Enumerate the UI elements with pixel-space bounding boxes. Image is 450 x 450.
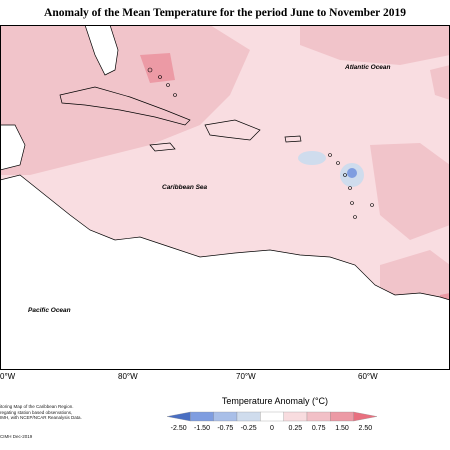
legend-swatch [260,411,284,422]
legend-swatch [353,411,378,422]
cool-core-2 [347,168,357,178]
warm-patch-bahamas [140,53,175,83]
land-jamaica [149,142,176,152]
longitude-label: 60°W [358,372,378,381]
warm-patch-gulf [0,25,250,175]
legend-swatch [213,411,238,422]
longitude-label: 70°W [236,372,256,381]
land-bahamas [147,67,177,97]
warm-patch-east [370,143,450,240]
legend-tick-label: 0 [270,425,274,432]
legend-tick-label: 2.50 [359,425,373,432]
legend-tick-label: 0.75 [312,425,326,432]
legend-swatch [166,411,191,422]
legend-swatch [236,411,261,422]
legend-tick-label: -0.75 [217,425,233,432]
land-florida [84,25,119,76]
legend-tick-label: -0.25 [241,425,257,432]
legend-swatch [190,411,214,422]
legend-colorbar: -2.50 -1.50 -0.75 -0.25 0 0.25 0.75 1.50 2.50 [166,411,378,432]
note-line: IMH, with NCEP/NCAR Reanalysis Data. [0,415,82,420]
legend-swatch [306,411,331,422]
longitude-label: 0°W [0,372,16,381]
label-atlantic-ocean: Atlantic Ocean [344,64,391,71]
map-title: Anomaly of the Mean Temperature for the … [44,7,406,19]
label-pacific-ocean: Pacific Ocean [28,307,71,314]
land-puerto-rico [284,135,302,143]
land-hispaniola [204,119,261,141]
legend-tick-label: -1.50 [194,425,210,432]
land-cuba [59,86,191,126]
legend-title: Temperature Anomaly (°C) [221,396,329,406]
warm-patch-atlantic-top [300,25,450,65]
anomaly-map: Atlantic Ocean Caribbean Sea Pacific Oce… [0,25,450,370]
legend-tick-label: -2.50 [171,425,187,432]
note-line: itoring Map of the Caribbean Region. [0,404,74,409]
land-south-america [0,174,450,370]
longitude-label: 80°W [118,372,138,381]
label-caribbean-sea: Caribbean Sea [162,184,208,191]
legend-tick-label: 0.25 [289,425,303,432]
credit: CIMH Dec-2019 [0,434,33,439]
legend-tick-label: 1.50 [335,425,349,432]
legend-swatch [283,411,308,422]
cool-patch-1 [298,151,326,165]
warm-patch-ne [430,65,450,100]
land-yucatan [0,124,26,171]
land-lesser-antilles [328,153,374,219]
map-notes: itoring Map of the Caribbean Region. reg… [0,404,110,421]
note-line: regating station based observations, [0,409,73,415]
legend-swatch [330,411,354,422]
